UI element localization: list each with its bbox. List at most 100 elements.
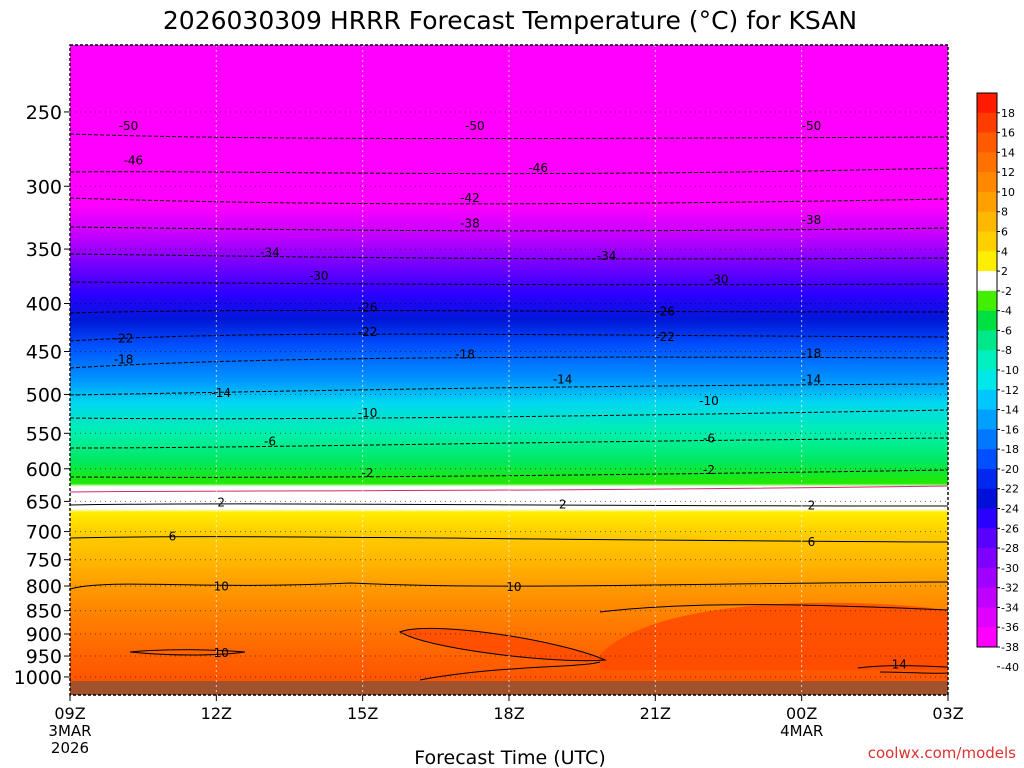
contour-label: -18 [802, 346, 822, 360]
colorbar-label: 12 [1001, 166, 1015, 179]
colorbar-label: 4 [1001, 245, 1008, 258]
contour-line-minus-30 [69, 281, 949, 286]
colorbar-label: -12 [1001, 384, 1019, 397]
x-tick-sublabel: 3MAR [48, 722, 91, 740]
contour-label: -26 [358, 301, 378, 315]
contour-line-minus-10 [69, 409, 949, 420]
colorbar-swatch [977, 607, 997, 628]
colorbar-label: -24 [1001, 503, 1019, 516]
contour-line-minus-46 [69, 167, 949, 175]
contour-label: 14 [892, 658, 907, 672]
contour-line-minus-34 [69, 253, 949, 260]
ground-layer [70, 681, 948, 695]
contour-label: -50 [465, 119, 485, 133]
contour-line-minus-22 [69, 333, 949, 342]
colorbar-swatch [977, 211, 997, 232]
colorbar-swatch [977, 132, 997, 153]
contour-line-minus-18 [69, 356, 949, 369]
contour-label: -50 [802, 119, 822, 133]
colorbar-label: -32 [1001, 582, 1019, 595]
colorbar-label: -40 [1001, 661, 1019, 674]
warm-pocket-mid [400, 628, 605, 661]
y-tick-label: 350 [26, 239, 62, 261]
x-tick-label: 18Z [493, 704, 524, 723]
contour-label: -30 [709, 272, 729, 286]
y-tick-label: 850 [26, 601, 62, 623]
colorbar-label: 2 [1001, 265, 1008, 278]
contour-line-zero [69, 485, 949, 493]
contour-line-10-low [129, 649, 246, 656]
colorbar-label: -4 [1001, 305, 1012, 318]
contour-label: -14 [553, 373, 573, 387]
colorbar-swatch [977, 627, 997, 648]
colorbar-label: 6 [1001, 226, 1008, 239]
x-tick-label: 15Z [347, 704, 378, 723]
contour-label: 2 [808, 499, 816, 513]
colorbar-swatch [977, 231, 997, 252]
colorbar-swatch [977, 468, 997, 490]
contour-label: -2 [703, 463, 715, 477]
colorbar-label: -14 [1001, 404, 1019, 417]
contour-label: -2 [362, 466, 374, 480]
colorbar-swatch [977, 310, 997, 331]
colorbar-label: -26 [1001, 522, 1019, 535]
x-tick-sublabel: 4MAR [780, 722, 823, 740]
x-axis-label: Forecast Time (UTC) [414, 747, 605, 768]
contour-label: -18 [455, 347, 475, 361]
contour-label: -50 [119, 119, 139, 133]
contour-label: -46 [124, 154, 144, 168]
contour-label: -22 [358, 325, 378, 339]
contour-label: 2 [559, 497, 567, 511]
contour-label: -10 [699, 394, 719, 408]
colorbar-label: 14 [1001, 146, 1015, 159]
colorbar-swatch [977, 508, 997, 529]
x-tick-label: 09Z [54, 704, 85, 723]
chart-title: 2026030309 HRRR Forecast Temperature (°C… [163, 6, 857, 35]
colorbar-swatch [977, 93, 997, 114]
x-tick-label: 00Z [786, 704, 817, 723]
contour-label: 10 [214, 579, 229, 593]
contour-label: 10 [214, 646, 229, 660]
contour-labels: -50 -50 -50-46-46-42-38 -38-34 -34-30 -30-26-… [114, 119, 907, 672]
contour-line-minus-26 [69, 309, 949, 314]
contour-label: 6 [808, 535, 816, 549]
colorbar-swatch [977, 271, 997, 292]
warm-pocket-right [600, 602, 948, 670]
colorbar-label: -18 [1001, 443, 1019, 456]
contour-line-12 [398, 604, 949, 681]
colorbar-swatch [977, 330, 997, 351]
contour-line-6 [69, 536, 949, 543]
contour-label: -14 [211, 386, 231, 400]
colorbar-swatch [977, 528, 997, 549]
contour-label: -26 [655, 305, 675, 319]
colorbar-label: -38 [1001, 641, 1019, 654]
contour-label: -22 [655, 330, 675, 344]
colorbar-label: -2 [1001, 285, 1012, 298]
colorbar-label: -28 [1001, 542, 1019, 555]
y-tick-label: 250 [26, 102, 62, 124]
contour-label: -38 [802, 213, 822, 227]
colorbar-swatch [977, 251, 997, 272]
y-tick-label: 750 [26, 550, 62, 572]
contour-line-minus-42 [69, 197, 949, 205]
colorbar-label: -36 [1001, 621, 1019, 634]
colorbar-label: -20 [1001, 463, 1019, 476]
colorbar-label: -22 [1001, 483, 1019, 496]
y-tick-label: 1000 [14, 667, 62, 689]
contour-label: 2 [217, 495, 225, 509]
contour-label: -22 [114, 332, 134, 346]
colorbar-label: -34 [1001, 601, 1019, 614]
colorbar-swatch [977, 567, 997, 589]
colorbar-swatch [977, 350, 997, 371]
y-tick-label: 900 [26, 624, 62, 646]
colorbar-swatch [977, 370, 997, 391]
y-tick-label: 500 [26, 384, 62, 406]
y-tick-label: 700 [26, 522, 62, 544]
colorbar-swatch [977, 429, 997, 450]
contour-label: 10 [506, 580, 521, 594]
colorbar-swatch [977, 172, 997, 193]
y-axis: 2503003504004505005506006507007508008509… [14, 102, 70, 689]
colorbar-label: -8 [1001, 344, 1012, 357]
